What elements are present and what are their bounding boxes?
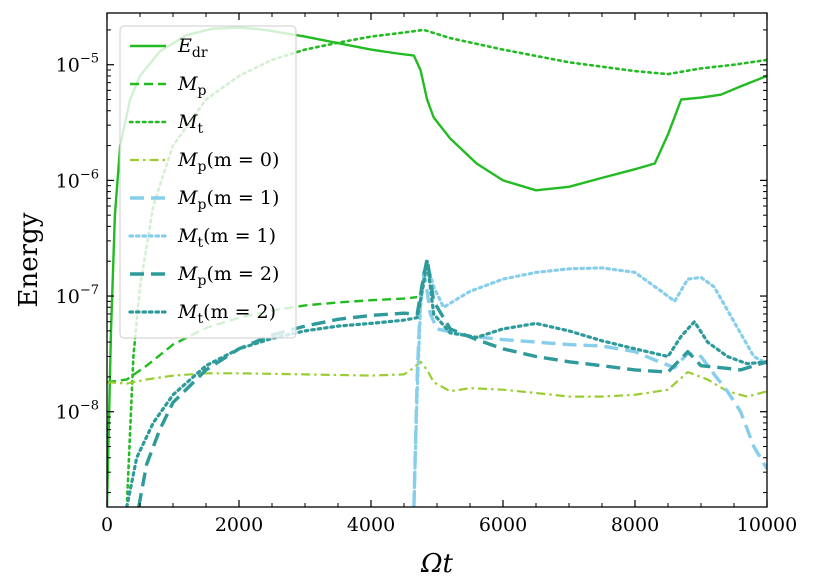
legend-label-4: Mp(m = 1) xyxy=(177,187,279,213)
series-line-1 xyxy=(107,295,418,384)
legend: Edr Mp Mt Mp(m = 0) Mp(m = 1) Mt(m = 1) Mp(m =… xyxy=(119,25,297,339)
y-tick-label: 10−5 xyxy=(56,52,99,77)
series-line-7 xyxy=(125,259,767,507)
series-line-5 xyxy=(412,262,767,507)
legend-label-6: Mp(m = 2) xyxy=(177,263,279,289)
plot-frame xyxy=(106,12,768,508)
legend-label-5: Mt(m = 1) xyxy=(177,225,276,251)
legend-label-0: Edr xyxy=(177,35,208,61)
x-tick-label: 8000 xyxy=(611,514,659,536)
x-tick-label: 4000 xyxy=(347,514,395,536)
series-layer xyxy=(107,26,767,507)
series-line-3 xyxy=(107,360,767,398)
legend-label-3: Mp(m = 0) xyxy=(177,149,279,175)
series-line-6 xyxy=(137,257,767,507)
x-tick-label: 10000 xyxy=(737,514,797,536)
ticks-layer: 0 2000 4000 6000 8000 10000 10−8 10−7 10−6 10−5 xyxy=(56,13,797,536)
y-tick-label: 10−7 xyxy=(56,283,99,308)
legend-label-2: Mt xyxy=(177,111,203,137)
x-tick-label: 2000 xyxy=(215,514,263,536)
legend-frame xyxy=(119,25,297,339)
y-axis-title: Energy xyxy=(14,212,44,307)
y-tick-label: 10−8 xyxy=(56,399,99,424)
legend-label-7: Mt(m = 2) xyxy=(177,301,276,327)
x-axis-title: Ωt xyxy=(420,549,454,579)
x-tick-label: 0 xyxy=(101,514,113,536)
y-tick-label: 10−6 xyxy=(56,167,99,192)
legend-label-1: Mp xyxy=(177,73,206,99)
x-tick-label: 6000 xyxy=(479,514,527,536)
